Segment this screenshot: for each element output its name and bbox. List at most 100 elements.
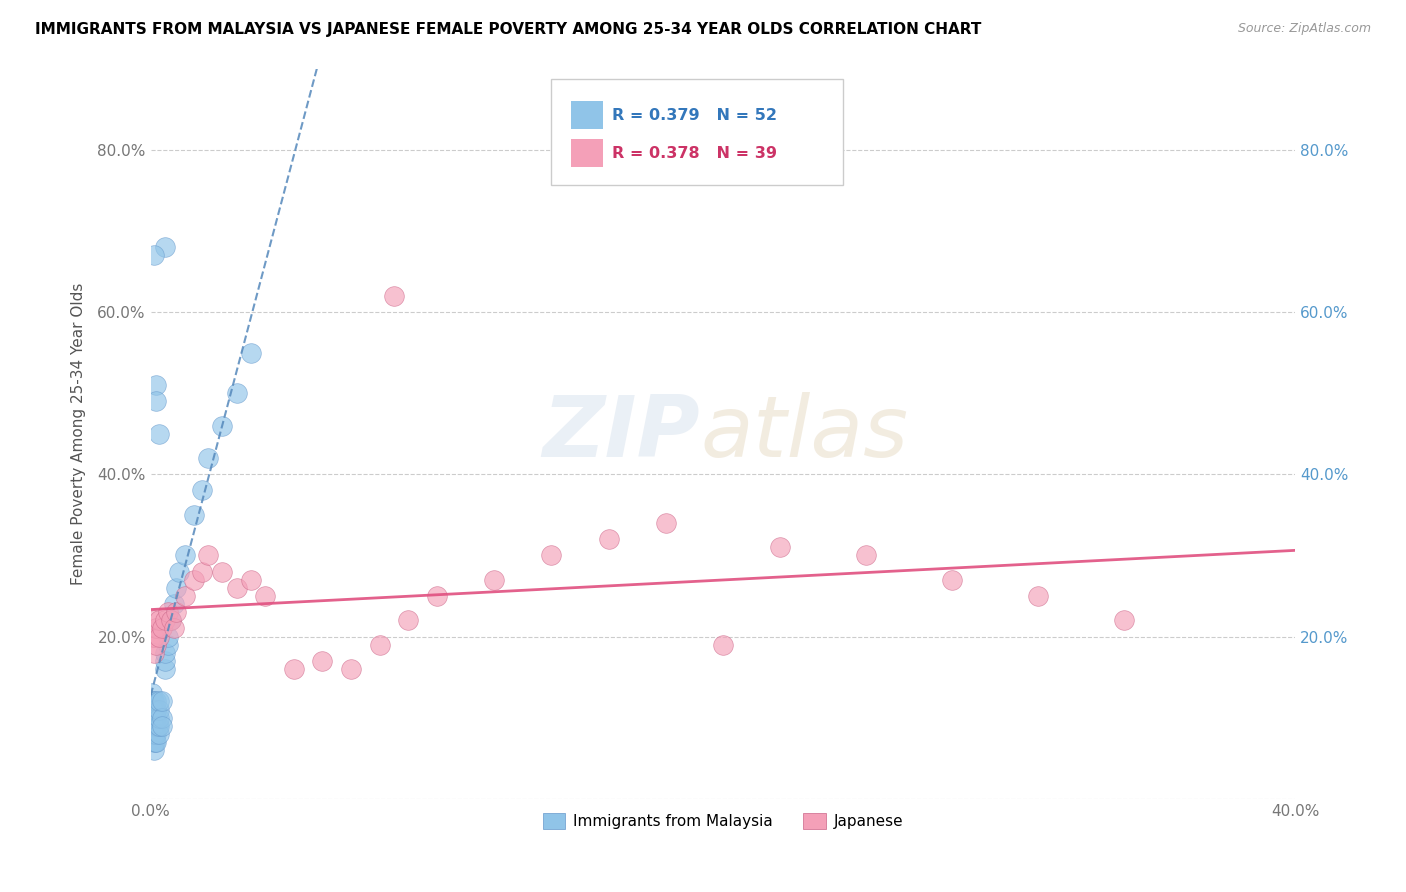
Point [142,613,165,627]
Point [711,638,734,652]
Point [191,483,214,498]
FancyBboxPatch shape [551,79,844,186]
Point [150,719,173,733]
Text: R = 0.379   N = 52: R = 0.379 N = 52 [612,108,778,123]
Text: R = 0.378   N = 39: R = 0.378 N = 39 [612,145,778,161]
Point [254,589,277,603]
Point [855,549,877,563]
Point [145,638,167,652]
Point [311,654,333,668]
Point [142,727,165,741]
Point [340,662,363,676]
Point [143,727,166,741]
Point [174,589,197,603]
Point [191,565,214,579]
Point [941,573,963,587]
Point [197,549,219,563]
Point [150,711,173,725]
Point [156,630,179,644]
Point [141,686,163,700]
Point [142,694,165,708]
Legend: Immigrants from Malaysia, Japanese: Immigrants from Malaysia, Japanese [537,806,910,835]
Point [1112,613,1135,627]
Point [142,248,165,262]
Y-axis label: Female Poverty Among 25-34 Year Olds: Female Poverty Among 25-34 Year Olds [72,283,86,585]
Point [148,719,170,733]
Point [283,662,305,676]
Point [225,386,247,401]
Point [174,549,197,563]
Point [142,719,165,733]
Point [159,613,181,627]
Point [769,541,792,555]
Point [166,605,188,619]
Point [166,581,188,595]
Point [159,613,181,627]
Point [162,622,184,636]
Point [368,638,391,652]
Point [148,694,170,708]
Point [148,711,170,725]
Point [148,613,170,627]
Point [211,565,233,579]
Point [142,630,165,644]
Point [143,735,166,749]
Point [145,727,167,741]
Point [211,418,233,433]
Point [148,630,170,644]
Point [153,646,176,660]
Point [239,345,262,359]
Point [143,719,166,733]
Text: Source: ZipAtlas.com: Source: ZipAtlas.com [1237,22,1371,36]
Text: IMMIGRANTS FROM MALAYSIA VS JAPANESE FEMALE POVERTY AMONG 25-34 YEAR OLDS CORREL: IMMIGRANTS FROM MALAYSIA VS JAPANESE FEM… [35,22,981,37]
Point [145,702,167,716]
Point [156,638,179,652]
Point [183,573,205,587]
Point [142,735,165,749]
Point [1026,589,1049,603]
Point [426,589,449,603]
Point [655,516,678,530]
Text: ZIP: ZIP [543,392,700,475]
Point [142,702,165,716]
Point [142,702,165,716]
Point [145,378,167,392]
Point [145,702,167,716]
Point [197,450,219,465]
Point [239,573,262,587]
FancyBboxPatch shape [571,102,603,129]
Point [145,711,167,725]
Point [145,711,167,725]
Point [153,240,176,254]
Point [396,613,419,627]
Point [150,694,173,708]
Point [145,622,167,636]
Point [142,646,165,660]
Point [143,711,166,725]
Point [150,622,173,636]
Point [382,289,405,303]
Point [142,630,165,644]
Point [598,532,620,546]
Point [145,735,167,749]
Point [148,727,170,741]
Point [142,694,165,708]
Point [482,573,505,587]
Point [145,719,167,733]
Point [153,654,176,668]
Point [148,702,170,716]
Point [143,727,166,741]
Point [153,613,176,627]
Point [156,605,179,619]
Point [143,702,166,716]
Point [540,549,562,563]
FancyBboxPatch shape [571,139,603,167]
Point [141,711,163,725]
Point [145,394,167,409]
Point [225,581,247,595]
Point [143,719,166,733]
Point [142,711,165,725]
Point [145,694,167,708]
Point [153,662,176,676]
Point [142,743,165,757]
